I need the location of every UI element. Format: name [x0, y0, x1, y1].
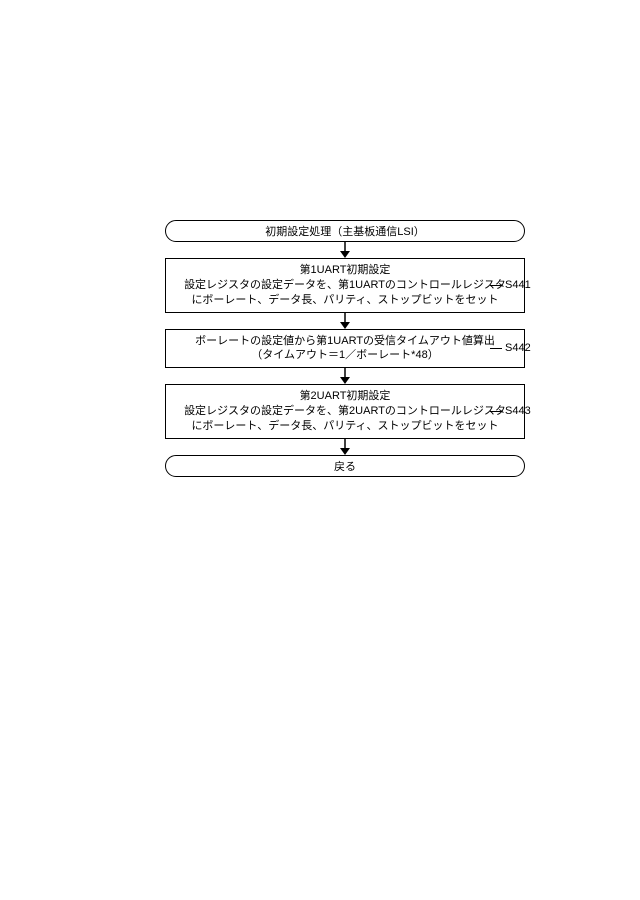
process-box-s441: 第1UART初期設定 設定レジスタの設定データを、第1UARTのコントロールレジ… — [165, 258, 525, 313]
arrow-wrap — [165, 439, 525, 455]
step-id-label: S442 — [505, 342, 531, 354]
arrow-down-icon — [338, 242, 352, 258]
process-box-s443: 第2UART初期設定 設定レジスタの設定データを、第2UARTのコントロールレジ… — [165, 384, 525, 439]
flowchart-container: 初期設定処理（主基板通信LSI） 第1UART初期設定 設定レジスタの設定データ… — [130, 220, 560, 477]
step-line: 設定レジスタの設定データを、第2UARTのコントロールレジスタ — [174, 404, 516, 419]
process-box-s442: ボーレートの設定値から第1UARTの受信タイムアウト値算出 （タイムアウト＝1／… — [165, 329, 525, 369]
flow-step-row: 第2UART初期設定 設定レジスタの設定データを、第2UARTのコントロールレジ… — [130, 384, 560, 439]
step-id-label: S443 — [505, 405, 531, 417]
arrow-wrap — [165, 313, 525, 329]
connector-line — [490, 411, 502, 412]
step-line: にボーレート、データ長、パリティ、ストップビットをセット — [174, 293, 516, 308]
step-id-label: S441 — [505, 279, 531, 291]
start-label: 初期設定処理（主基板通信LSI） — [265, 226, 425, 238]
step-title: 第2UART初期設定 — [174, 389, 516, 404]
step-title: 第1UART初期設定 — [174, 263, 516, 278]
step-line: ボーレートの設定値から第1UARTの受信タイムアウト値算出 — [174, 334, 516, 349]
connector-line — [490, 348, 502, 349]
start-terminal: 初期設定処理（主基板通信LSI） — [165, 220, 525, 242]
arrow-wrap — [165, 242, 525, 258]
end-terminal: 戻る — [165, 455, 525, 477]
step-line: にボーレート、データ長、パリティ、ストップビットをセット — [174, 419, 516, 434]
connector-line — [490, 285, 502, 286]
flow-start-row: 初期設定処理（主基板通信LSI） — [130, 220, 560, 242]
step-line: 設定レジスタの設定データを、第1UARTのコントロールレジスタ — [174, 278, 516, 293]
arrow-down-icon — [338, 368, 352, 384]
step-line: （タイムアウト＝1／ボーレート*48） — [174, 348, 516, 363]
flow-end-row: 戻る — [130, 455, 560, 477]
arrow-wrap — [165, 368, 525, 384]
flow-step-row: 第1UART初期設定 設定レジスタの設定データを、第1UARTのコントロールレジ… — [130, 258, 560, 313]
arrow-down-icon — [338, 313, 352, 329]
end-label: 戻る — [334, 461, 356, 473]
flow-step-row: ボーレートの設定値から第1UARTの受信タイムアウト値算出 （タイムアウト＝1／… — [130, 329, 560, 369]
arrow-down-icon — [338, 439, 352, 455]
